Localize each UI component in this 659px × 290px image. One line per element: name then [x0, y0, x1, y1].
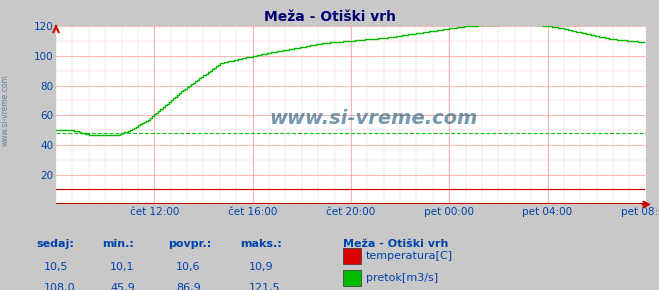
Text: min.:: min.: — [102, 239, 134, 249]
Text: www.si-vreme.com: www.si-vreme.com — [1, 74, 10, 146]
Text: 121,5: 121,5 — [248, 283, 280, 290]
Text: maks.:: maks.: — [241, 239, 282, 249]
Text: pretok[m3/s]: pretok[m3/s] — [366, 273, 438, 283]
Text: 10,6: 10,6 — [176, 262, 200, 272]
Text: 108,0: 108,0 — [44, 283, 76, 290]
Text: 10,5: 10,5 — [44, 262, 69, 272]
Text: 10,1: 10,1 — [110, 262, 134, 272]
Text: temperatura[C]: temperatura[C] — [366, 251, 453, 261]
Text: 10,9: 10,9 — [248, 262, 273, 272]
Text: 86,9: 86,9 — [176, 283, 201, 290]
Text: www.si-vreme.com: www.si-vreme.com — [270, 109, 478, 128]
Text: povpr.:: povpr.: — [168, 239, 212, 249]
Text: Meža - Otiški vrh: Meža - Otiški vrh — [264, 10, 395, 24]
Text: sedaj:: sedaj: — [36, 239, 74, 249]
Text: 45,9: 45,9 — [110, 283, 135, 290]
Text: Meža - Otiški vrh: Meža - Otiški vrh — [343, 239, 448, 249]
